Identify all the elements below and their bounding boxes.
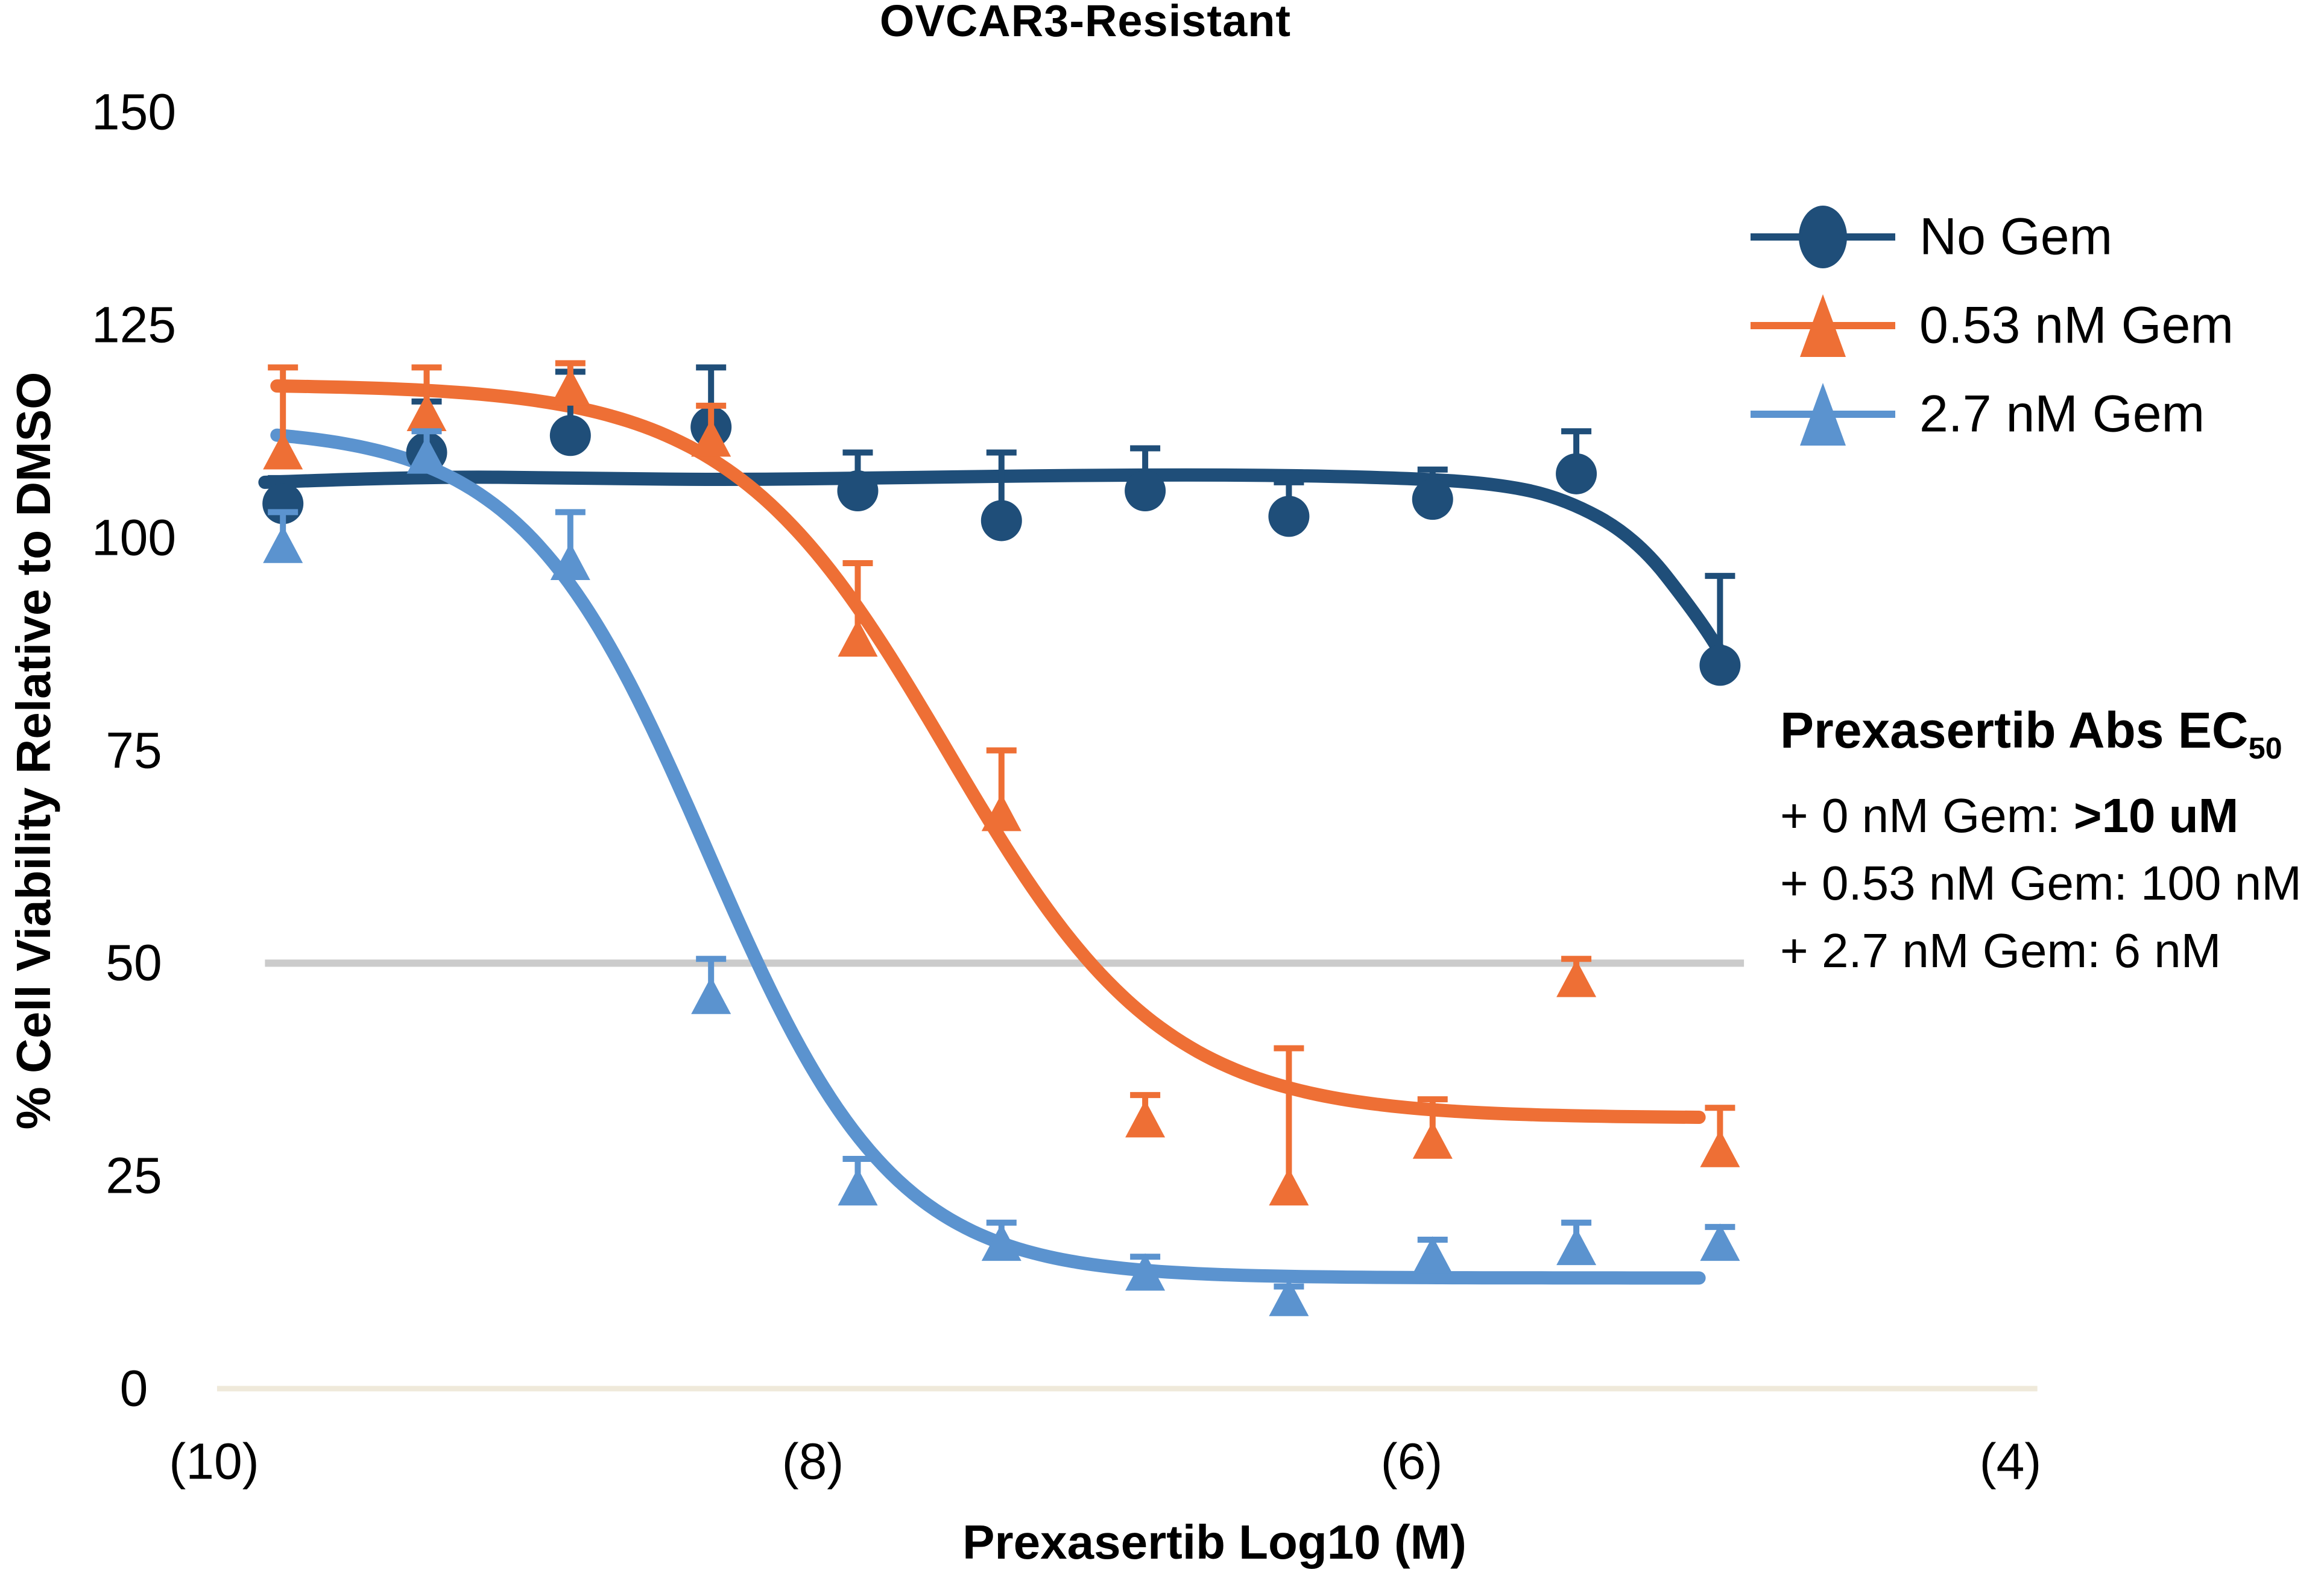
data-point-triangle bbox=[406, 436, 447, 474]
data-point-circle bbox=[980, 500, 1022, 541]
y-axis-title: % Cell Viability Relative to DMSO bbox=[7, 371, 60, 1130]
series-2-7-nm-gem bbox=[263, 428, 1740, 1316]
y-tick-50: 50 bbox=[106, 934, 162, 991]
chart-title: OVCAR3-Resistant bbox=[879, 0, 1292, 46]
annotation-line-1: + 0 nM Gem: >10 uM bbox=[1780, 788, 2239, 842]
data-point-triangle bbox=[981, 793, 1021, 831]
ec50-annotation: Prexasertib Abs EC50 + 0 nM Gem: >10 uM + … bbox=[1780, 696, 2302, 985]
annotation-line-2: + 0.53 nM Gem: 100 nM bbox=[1780, 856, 2302, 910]
y-tick-100: 100 bbox=[91, 509, 177, 566]
data-point-circle bbox=[1556, 453, 1597, 494]
legend-item-2-7-nm-gem: 2.7 nM Gem bbox=[1748, 378, 2302, 450]
fit-curve-2-7-nm-gem bbox=[270, 428, 1706, 1285]
data-point-triangle bbox=[691, 419, 731, 457]
series-0-53-nm-gem bbox=[263, 360, 1740, 1206]
legend-label: 2.7 nM Gem bbox=[1919, 385, 2205, 443]
data-point-triangle bbox=[550, 368, 590, 406]
series-no-gem bbox=[262, 364, 1741, 686]
y-tick-25: 25 bbox=[106, 1147, 162, 1204]
x-tick-6: (6) bbox=[1380, 1433, 1443, 1490]
y-tick-0: 0 bbox=[119, 1360, 148, 1417]
legend-triangle-icon bbox=[1751, 294, 1895, 357]
data-point-triangle bbox=[838, 619, 878, 657]
x-axis-title: Prexasertib Log10 (M) bbox=[962, 1515, 1467, 1569]
data-point-circle bbox=[837, 470, 879, 512]
legend-triangle-icon bbox=[1751, 383, 1895, 446]
data-point-triangle bbox=[1269, 1168, 1309, 1206]
legend-circle-icon bbox=[1751, 206, 1895, 268]
legend-item-no-gem: No Gem bbox=[1748, 201, 2302, 273]
data-point-circle bbox=[1412, 479, 1453, 520]
data-point-triangle bbox=[1700, 1129, 1740, 1167]
y-tick-125: 125 bbox=[91, 296, 177, 353]
data-point-triangle bbox=[1700, 1223, 1740, 1261]
data-point-triangle bbox=[1412, 1121, 1453, 1159]
legend-label: 0.53 nM Gem bbox=[1919, 296, 2234, 355]
y-tick-150: 150 bbox=[91, 83, 177, 140]
data-point-circle bbox=[1699, 645, 1741, 686]
annotation-title: Prexasertib Abs EC50 bbox=[1780, 702, 2282, 765]
data-point-triangle bbox=[550, 543, 590, 580]
y-tick-75: 75 bbox=[106, 722, 162, 778]
x-tick-4: (4) bbox=[1979, 1433, 2042, 1490]
annotation-line-3: + 2.7 nM Gem: 6 nM bbox=[1780, 923, 2221, 977]
data-point-circle bbox=[1268, 496, 1310, 537]
data-point-triangle bbox=[981, 1223, 1021, 1261]
fit-curve-0-53-nm-gem bbox=[270, 379, 1706, 1124]
data-point-circle bbox=[1125, 470, 1166, 512]
x-tick-10: (10) bbox=[169, 1433, 259, 1490]
x-tick-8: (8) bbox=[782, 1433, 844, 1490]
legend-item-0-53-nm-gem: 0.53 nM Gem bbox=[1748, 289, 2302, 362]
data-point-triangle bbox=[406, 394, 447, 431]
data-point-triangle bbox=[263, 432, 303, 470]
data-point-triangle bbox=[838, 1168, 878, 1206]
data-point-triangle bbox=[1125, 1100, 1166, 1138]
data-point-triangle bbox=[691, 976, 731, 1014]
data-point-triangle bbox=[1556, 959, 1597, 997]
legend-label: No Gem bbox=[1919, 207, 2113, 266]
data-point-triangle bbox=[1125, 1253, 1166, 1291]
data-point-triangle bbox=[1412, 1236, 1453, 1274]
data-point-triangle bbox=[1556, 1228, 1597, 1266]
data-point-triangle bbox=[1269, 1278, 1309, 1316]
data-point-triangle bbox=[263, 525, 303, 563]
data-point-circle bbox=[549, 415, 591, 456]
